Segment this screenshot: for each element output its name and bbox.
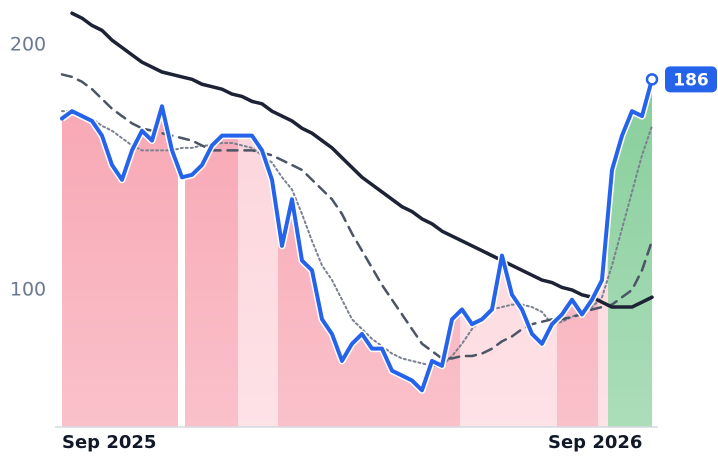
line: [70, 11, 654, 309]
x-tick-label: Sep 2026: [548, 432, 642, 453]
y-tick-label: 100: [10, 278, 46, 300]
line: [60, 73, 654, 360]
end-badge: [665, 66, 717, 93]
line-layer: 186: [59, 11, 717, 394]
x-tick-label: Sep 2025: [62, 432, 156, 453]
line: [60, 77, 654, 393]
y-tick-label: 200: [10, 34, 46, 56]
end-value-label: 186: [673, 70, 709, 90]
end-marker: [645, 73, 659, 86]
